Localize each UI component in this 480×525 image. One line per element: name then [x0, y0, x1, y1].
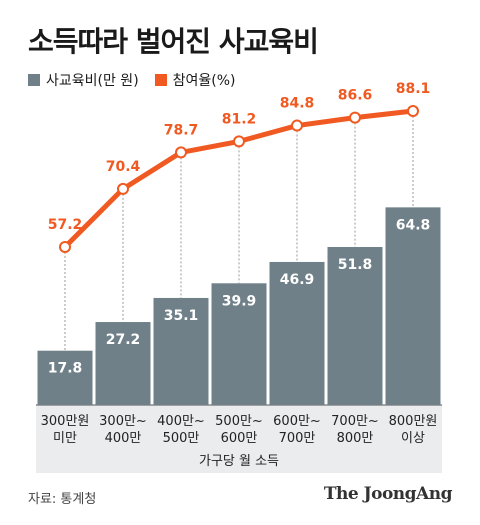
line-point-2	[117, 182, 129, 195]
x-tick-label-5: 600만~ 700만	[273, 414, 321, 446]
bar-3	[153, 297, 209, 405]
bar-label-1: 17.8	[48, 361, 83, 377]
x-tick-label-3: 400만~ 500만	[157, 414, 205, 446]
line-point-6	[349, 111, 361, 124]
line-point-7	[407, 105, 419, 118]
legend-swatch-bar	[28, 74, 40, 86]
bar-4	[211, 283, 267, 405]
line-point-3	[175, 146, 187, 159]
x-tick-label-7: 800만원 이상	[389, 414, 438, 446]
bar-label-4: 39.9	[222, 293, 257, 309]
bar-5	[269, 261, 325, 405]
bar-6	[327, 247, 383, 405]
x-tick-label-2: 300만~ 400만	[99, 414, 147, 446]
line-label-5: 84.8	[280, 96, 315, 112]
bar-label-6: 51.8	[338, 257, 373, 273]
line-label-4: 81.2	[222, 111, 257, 127]
x-axis-band	[36, 405, 442, 473]
bar-label-2: 27.2	[106, 332, 141, 348]
bar-label-7: 64.8	[396, 217, 431, 233]
legend-item-spending: 사교육비(만 원)	[28, 70, 139, 90]
bar-2	[95, 322, 151, 405]
line-label-2: 70.4	[106, 159, 141, 175]
legend-swatch-line	[154, 74, 167, 86]
line-label-1: 57.2	[48, 217, 83, 233]
source-note: 자료: 통계청	[28, 492, 97, 507]
line-point-1	[59, 241, 71, 253]
legend: 사교육비(만 원) 참여율(%)	[28, 70, 236, 90]
x-tick-label-4: 500만~ 600만	[215, 414, 263, 446]
brand-logo: The JoongAng	[323, 484, 453, 504]
legend-label-spending: 사교육비(만 원)	[46, 73, 139, 89]
line-point-4	[233, 135, 245, 148]
x-tick-label-1: 300만원 미만	[41, 414, 90, 446]
bar-1	[37, 350, 93, 405]
legend-label-participation: 참여율(%)	[172, 73, 236, 89]
x-axis-title: 가구당 월 소득	[199, 454, 279, 469]
line-label-6: 86.6	[338, 88, 373, 104]
bar-7	[385, 207, 441, 405]
bar-label-3: 35.1	[164, 308, 199, 324]
line-label-7: 88.1	[396, 81, 431, 97]
legend-item-participation: 참여율(%)	[154, 70, 236, 90]
line-label-3: 78.7	[164, 122, 199, 138]
chart-title: 소득따라 벌어진 사교육비	[28, 25, 319, 58]
line-point-5	[291, 119, 303, 132]
bar-label-5: 46.9	[280, 272, 315, 288]
x-tick-label-6: 700만~ 800만	[331, 414, 379, 446]
